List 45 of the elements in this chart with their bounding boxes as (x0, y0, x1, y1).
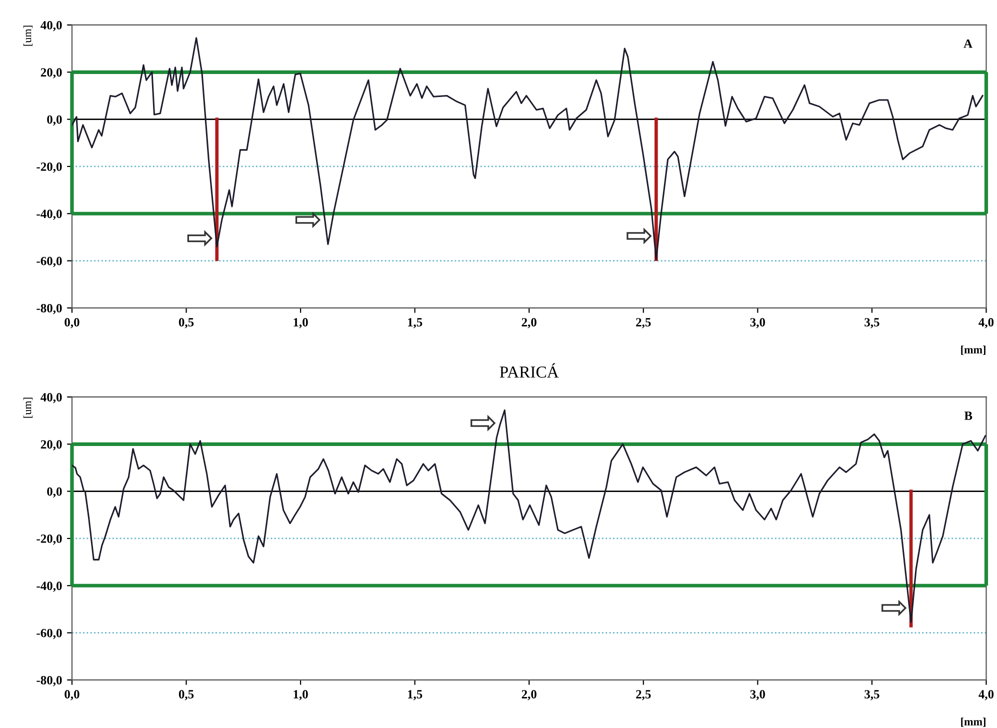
y-tick-label: -80,0 (36, 304, 62, 314)
x-tick-label: 0,0 (64, 318, 80, 328)
x-tick-label: 4,0 (978, 690, 994, 700)
x-tick-label: 1,5 (408, 318, 422, 328)
y-tick-label: -40,0 (36, 210, 62, 220)
y-tick-label: -20,0 (36, 162, 62, 173)
y-tick-label: 0,0 (47, 487, 62, 498)
annotation: ⇨ (470, 414, 496, 432)
x-tick-label: 3,5 (864, 318, 880, 328)
x-tick-label: 2,0 (522, 690, 536, 700)
x-tick-label: 2,5 (636, 690, 651, 700)
x-axis-title: [mm] (961, 718, 986, 727)
y-tick-label: -80,0 (36, 676, 62, 686)
x-tick-label: 1,0 (294, 318, 308, 328)
y-tick-label: -20,0 (36, 534, 62, 545)
x-tick-label: 1,5 (408, 690, 422, 700)
y-tick-label: -60,0 (36, 256, 62, 268)
x-tick-label: 2,5 (636, 318, 651, 328)
y-tick-label: 20,0 (40, 68, 62, 78)
y-tick-label: -40,0 (36, 582, 62, 592)
y-axis-title: [um] (23, 398, 33, 418)
x-tick-label: 0,5 (178, 690, 194, 700)
x-tick-label: 4,0 (978, 318, 994, 328)
y-axis-title: [um] (23, 26, 33, 46)
line-series (72, 37, 984, 260)
x-tick-label: 3,5 (864, 690, 880, 700)
x-tick-label: 2,0 (522, 318, 536, 328)
annotation: B (964, 412, 972, 420)
x-tick-label: 0,5 (178, 318, 194, 328)
x-tick-label: 1,0 (294, 690, 308, 700)
y-tick-label: 40,0 (40, 393, 62, 404)
annotation: ⇨ (881, 600, 907, 616)
x-axis-title: [mm] (961, 346, 986, 355)
annotation: A (964, 40, 972, 48)
annotation: ⇨ (295, 212, 321, 228)
y-tick-label: 0,0 (47, 115, 62, 126)
x-tick-label: 3,0 (750, 318, 766, 328)
x-tick-label: 3,0 (750, 690, 766, 700)
y-tick-label: -60,0 (36, 628, 62, 640)
y-tick-label: 40,0 (40, 20, 62, 32)
x-tick-label: 0,0 (64, 690, 80, 700)
y-tick-label: 20,0 (40, 440, 62, 450)
annotation: ⇨ (626, 228, 652, 244)
chart-title: PARICÁ (500, 363, 559, 378)
annotation: ⇨ (187, 230, 212, 247)
